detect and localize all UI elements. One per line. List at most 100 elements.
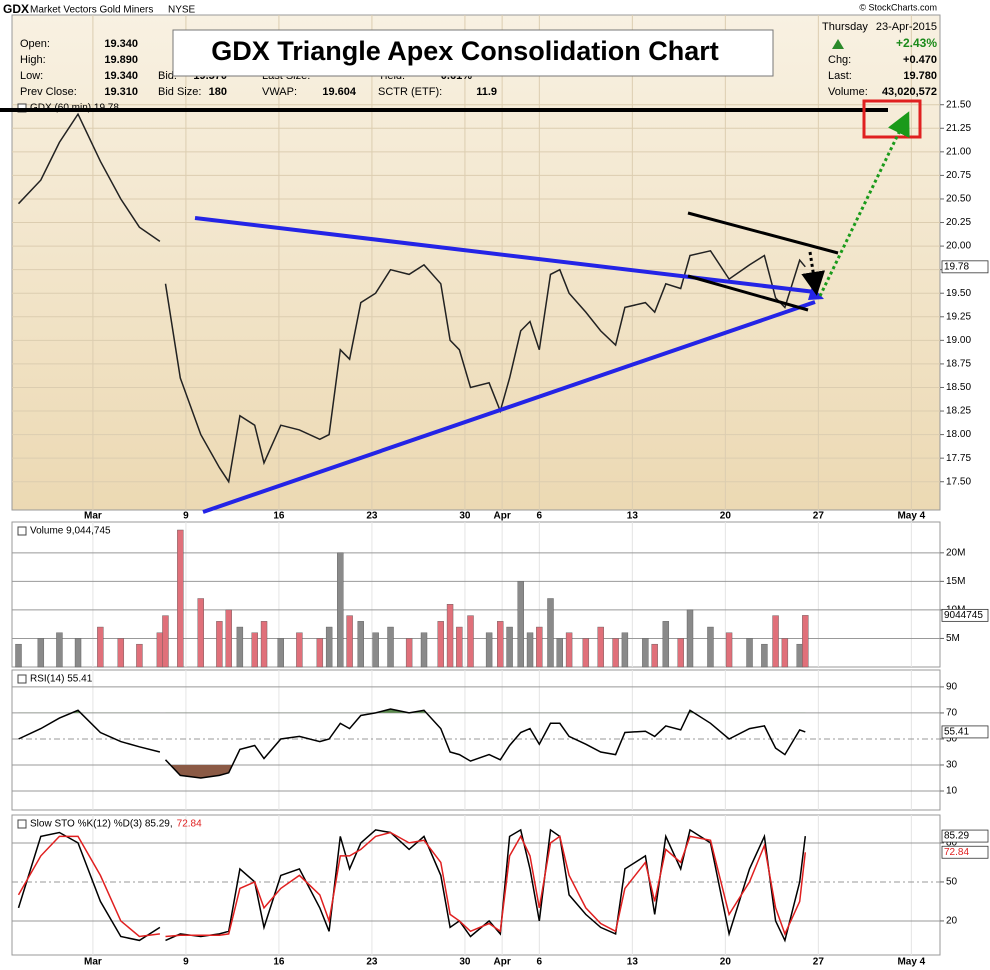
series-line [17,831,807,938]
volume-bar [662,621,670,668]
volume-bar [251,632,258,668]
x-tick-label: 20 [720,957,732,968]
legend-entry: RSI(14) 55.41 [30,674,93,685]
y-tick-label: 90 [946,682,958,693]
volume-bar [156,632,164,668]
exchange: NYSE [168,5,196,16]
symbol: GDX [3,2,29,16]
volume-bar [225,609,232,668]
volume-bar [802,615,809,668]
y-tick-label: 18.50 [946,382,971,393]
x-tick-label: 9 [183,511,189,522]
chart-title: GDX Triangle Apex Consolidation Chart [211,36,719,66]
x-tick-label: May 4 [897,511,925,522]
day: Thursday [822,21,868,33]
y-tick-label: 50 [946,877,958,888]
volume-bar [136,643,143,668]
header: GDX Market Vectors Gold Miners NYSE © St… [3,2,937,98]
x-tick-label: 27 [813,957,825,968]
last-value-label: 85.29 [944,831,969,842]
x-tick-label: 13 [627,957,639,968]
volume-bar [772,615,779,668]
y-tick-label: 5M [946,633,960,644]
y-tick-label: 19.00 [946,335,971,346]
volume-bar [277,638,284,668]
field-label: Bid Size: [158,86,201,98]
volume-bar [467,615,474,668]
y-tick-label: 19.25 [946,311,971,322]
volume-bar [177,529,184,668]
y-tick-label: 20 [946,916,958,927]
triangle-upper [194,216,816,294]
volume-bar [526,632,534,668]
last-value-box [941,725,989,739]
field-label: SCTR (ETF): [378,86,442,98]
volume-bar [74,638,82,668]
x-tick-label: 16 [273,511,285,522]
up-arrow [832,39,844,49]
volume-bar [37,638,45,668]
y-tick-label: 30 [946,760,958,771]
y-tick-label: 18.75 [946,359,971,370]
volume-bar [597,626,604,668]
volume-bar [781,638,789,668]
y-tick-label: 15M [946,576,965,587]
x-tick-label: Apr [494,511,511,522]
volume-bar [707,626,714,668]
y-tick-label: 20.25 [946,217,971,228]
volume-bar [325,626,333,668]
legend-icon [17,819,27,829]
last-value-label: 19.78 [944,261,969,272]
field-label: Open: [20,38,50,50]
field-label: Volume: [828,86,868,98]
last-value-box [941,845,989,859]
field-value: 11.9 [476,86,497,98]
y-tick-label: 20.00 [946,241,971,252]
y-tick-label: 17.75 [946,453,971,464]
series-line [17,828,807,943]
volume-bar [437,621,444,668]
y-tick-label: 70 [946,708,958,719]
y-tick-label: 50 [946,734,958,745]
field-value: 180 [209,86,227,98]
rsi-panel [11,669,941,811]
x-tick-label: 6 [537,511,543,522]
volume-bar [677,638,684,668]
volume-bar [642,638,649,668]
volume-bar [337,552,344,668]
field-value: 19.604 [322,86,357,98]
last-value-box [941,608,989,622]
triangle-lower [202,300,816,514]
volume-bar [117,638,125,668]
y-tick-label: 21.00 [946,146,971,157]
volume-bar [420,632,428,668]
change-pct: +2.43% [896,36,937,50]
field-label: Prev Close: [20,86,77,98]
volume-bar [56,632,63,668]
volume-bar [316,638,324,668]
field-value: 19.890 [104,54,138,66]
volume-bar [405,638,413,668]
volume-bar [372,632,379,668]
field-label: Bid: [158,70,177,82]
last-value-box [941,829,989,843]
field-value: 43,020,572 [882,86,937,98]
volume-bar [236,626,244,668]
volume-bar [296,632,303,668]
volume-bar [497,621,504,668]
y-tick-label: 20M [946,547,965,558]
title-background [172,29,774,77]
x-tick-label: 23 [366,957,378,968]
volume-bar [162,615,169,668]
field-value: +0.470 [903,54,937,66]
title-box: GDX Triangle Apex Consolidation Chart [172,29,774,77]
y-tick-label: 21.50 [946,99,971,110]
volume-bar [197,598,204,668]
drop-arrow [801,251,826,296]
volume-bar [761,643,768,668]
security-name: Market Vectors Gold Miners [30,5,153,16]
x-tick-label: 9 [183,957,189,968]
stoch-panel [11,814,941,956]
field-value: 19.340 [104,38,138,50]
volume-bar [485,632,493,668]
